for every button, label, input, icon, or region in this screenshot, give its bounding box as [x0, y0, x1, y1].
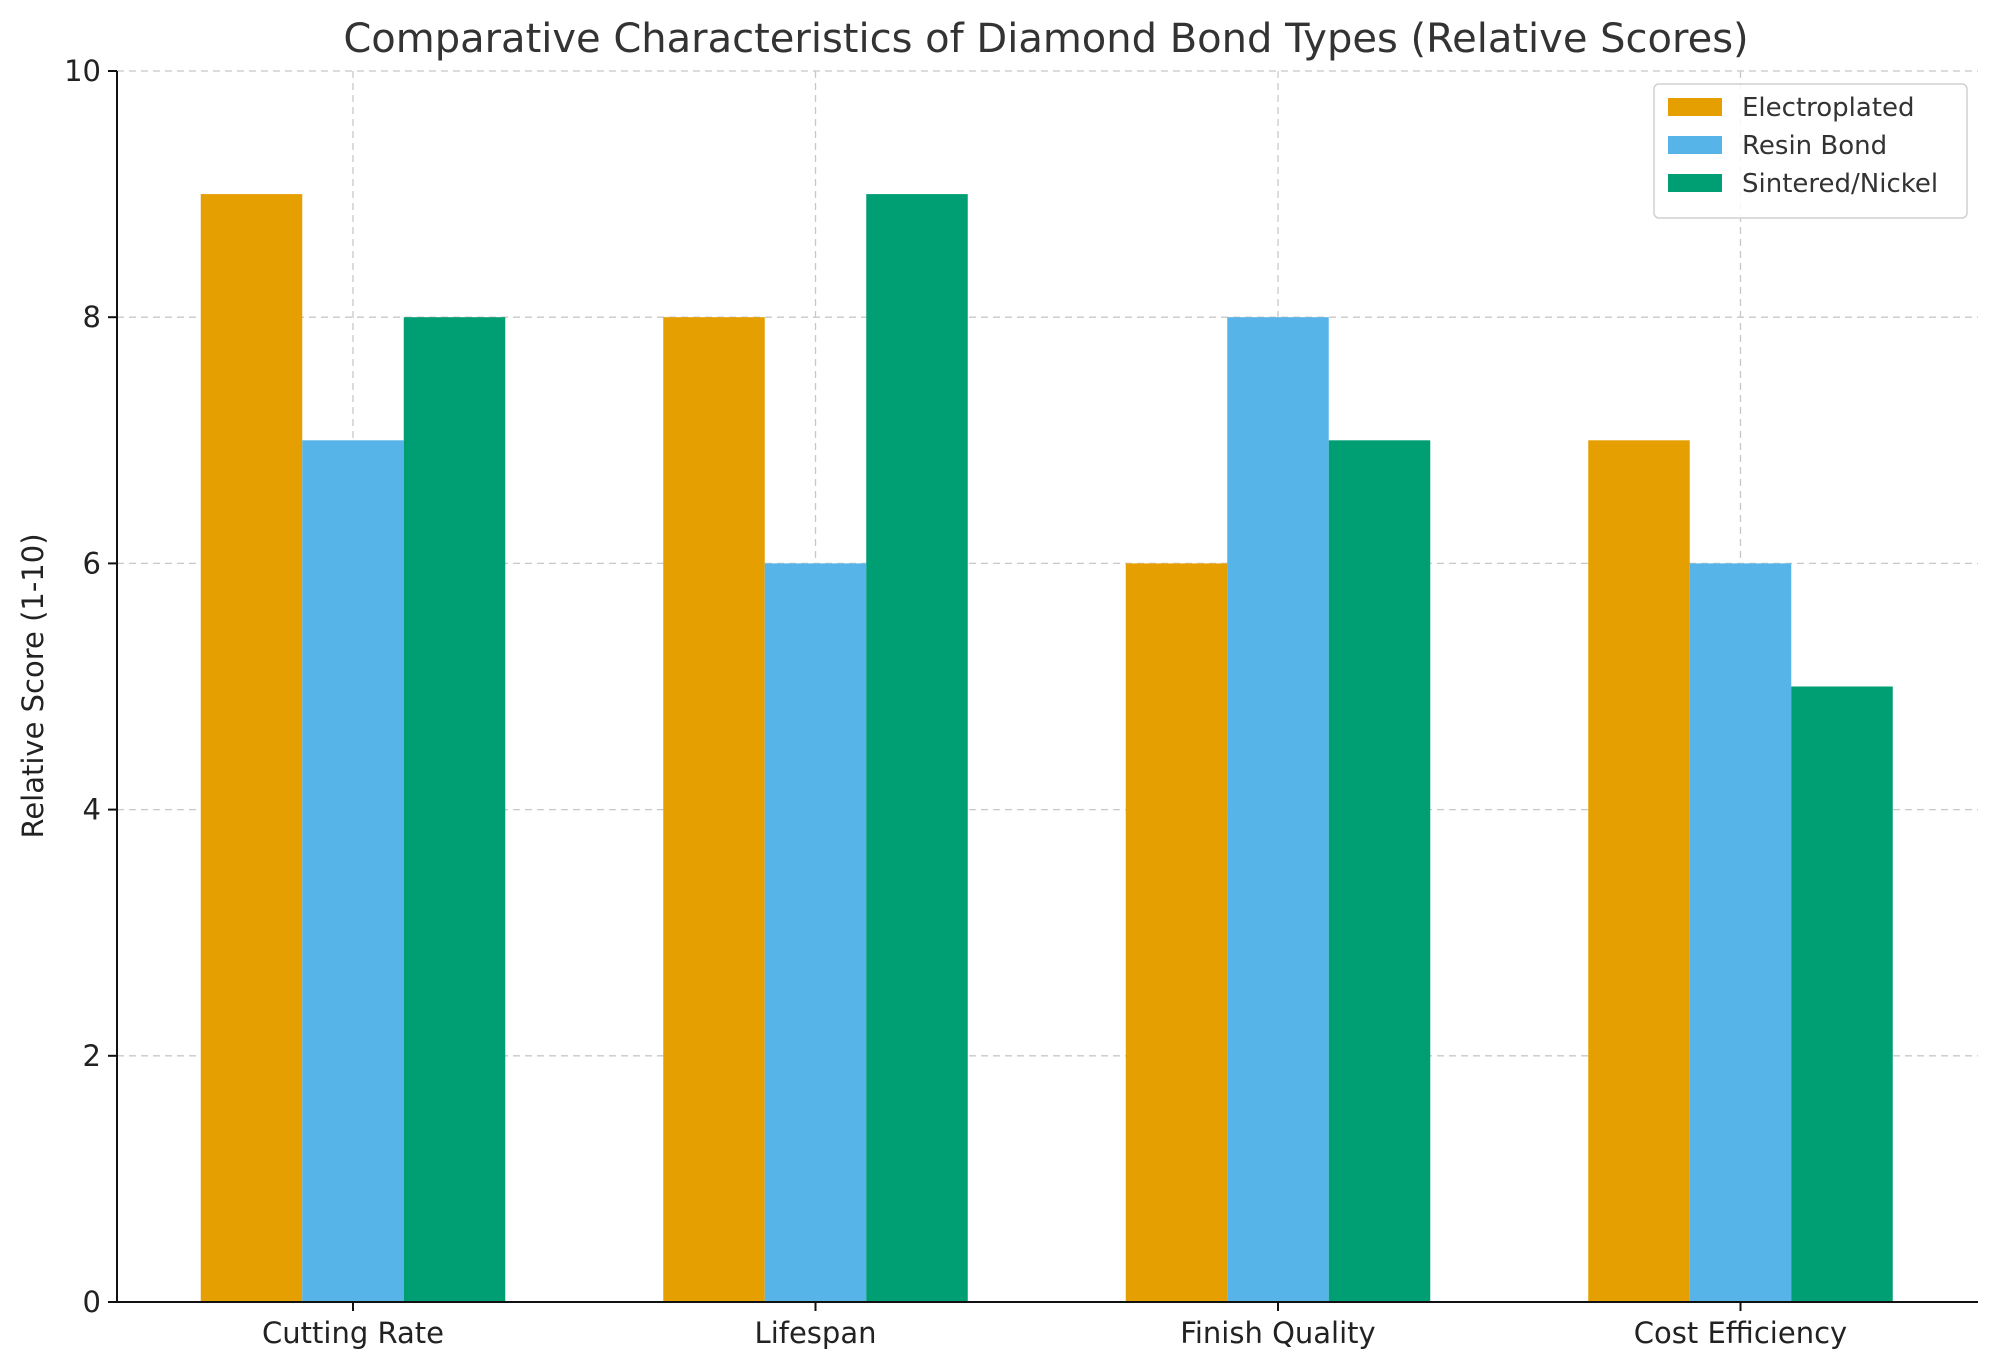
bar: [403, 317, 506, 1302]
y-axis-label: Relative Score (1-10): [16, 533, 50, 838]
legend-label: Sintered/Nickel: [1742, 169, 1938, 199]
x-tick-label: Cutting Rate: [262, 1316, 444, 1350]
y-tick-label: 4: [83, 793, 101, 827]
axes: [108, 70, 1978, 1311]
bar: [764, 563, 867, 1302]
legend-frame: [1653, 83, 1968, 219]
bar: [1588, 440, 1690, 1302]
legend: Electroplated Resin Bond Sintered/Nickel: [1653, 83, 1968, 219]
legend-swatch: [1668, 174, 1722, 192]
legend-label: Electroplated: [1742, 93, 1915, 123]
legend-swatch: [1668, 136, 1722, 154]
bar: [1328, 440, 1431, 1302]
y-tick-label: 6: [83, 546, 101, 580]
bars: [200, 194, 1893, 1303]
legend-label: Resin Bond: [1742, 131, 1887, 161]
chart-title: Comparative Characteristics of Diamond B…: [343, 16, 1748, 62]
bar: [1791, 686, 1893, 1302]
bar: [866, 194, 968, 1303]
bar: [1125, 563, 1228, 1302]
x-tick-label: Finish Quality: [1180, 1316, 1375, 1350]
y-tick-label: 8: [83, 300, 101, 334]
y-tick-label: 2: [83, 1039, 101, 1073]
bar: [1227, 317, 1329, 1302]
bar: [200, 194, 303, 1303]
legend-swatch: [1668, 98, 1722, 116]
x-tick-label: Cost Efficiency: [1634, 1316, 1847, 1350]
y-tick-label: 10: [64, 54, 101, 88]
y-tick-label: 0: [83, 1285, 101, 1319]
tick-labels: 0 2 4 6 8 10 Cutting Rate Lifespan Finish Qualit…: [64, 54, 1847, 1350]
bar: [663, 317, 765, 1302]
bar: [302, 440, 404, 1302]
x-tick-label: Lifespan: [755, 1316, 877, 1350]
bar: [1689, 563, 1792, 1302]
